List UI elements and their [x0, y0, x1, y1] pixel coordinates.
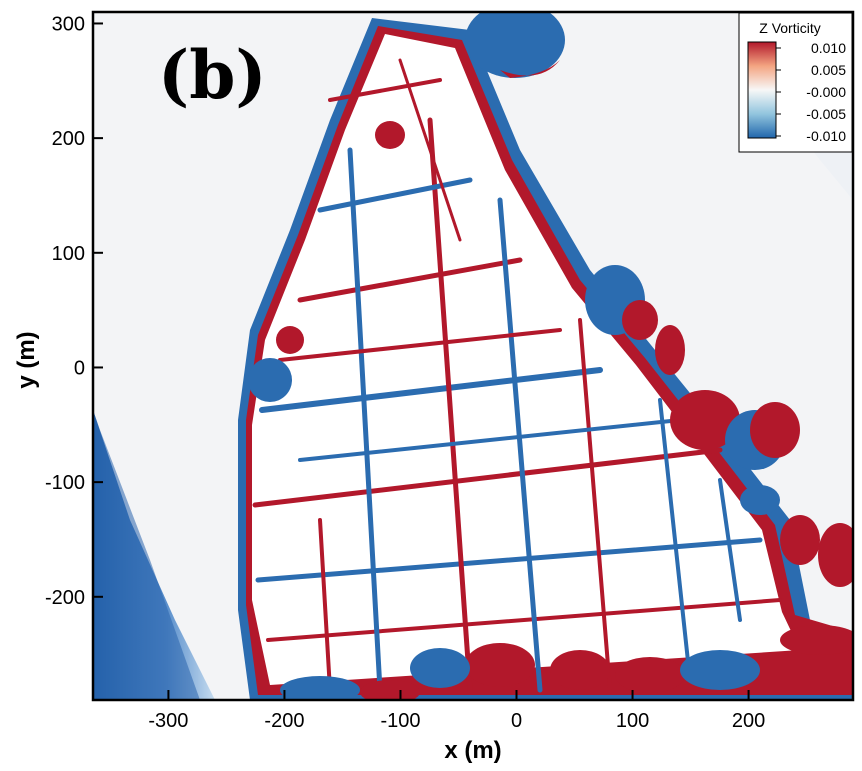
y-tick-label: 300 — [52, 13, 85, 35]
x-tick-label: -200 — [264, 710, 304, 732]
colorbar-labels: 0.010 0.005 -0.000 -0.005 -0.010 — [776, 40, 846, 144]
y-tick-label: -100 — [45, 472, 85, 494]
x-tick-label: -100 — [380, 710, 420, 732]
y-axis: -200 -100 0 100 200 300 — [45, 13, 103, 609]
shed-vortices — [248, 12, 853, 700]
y-tick-label: 100 — [52, 243, 85, 265]
x-axis-title: x (m) — [444, 737, 501, 764]
y-tick-label: 200 — [52, 128, 85, 150]
x-tick-label: 0 — [511, 710, 522, 732]
colorbar-level-label: -0.010 — [806, 128, 846, 144]
colorbar-level-label: -0.005 — [806, 106, 846, 122]
x-tick-label: 200 — [732, 710, 765, 732]
y-axis-title: y (m) — [13, 331, 40, 388]
colorbar-title: Z Vorticity — [759, 20, 820, 36]
street-network — [252, 58, 782, 693]
plot-frame — [91, 10, 855, 702]
x-tick-label: -300 — [148, 710, 188, 732]
colorbar-level-label: -0.000 — [806, 84, 846, 100]
x-axis: -300 -200 -100 0 100 200 — [148, 690, 765, 732]
colorbar-level-label: 0.005 — [811, 62, 846, 78]
x-tick-label: 100 — [616, 710, 649, 732]
colorbar-level-label: 0.010 — [811, 40, 846, 56]
left-vortex-band-edge — [93, 410, 200, 700]
colorbar-legend: Z Vorticity 0.010 0.005 -0.000 -0.005 -0.010 — [738, 12, 853, 153]
colorbar-gradient — [747, 41, 777, 139]
panel-label: (b) — [158, 36, 267, 114]
y-tick-label: 0 — [74, 357, 85, 379]
y-tick-label: -200 — [45, 587, 85, 609]
